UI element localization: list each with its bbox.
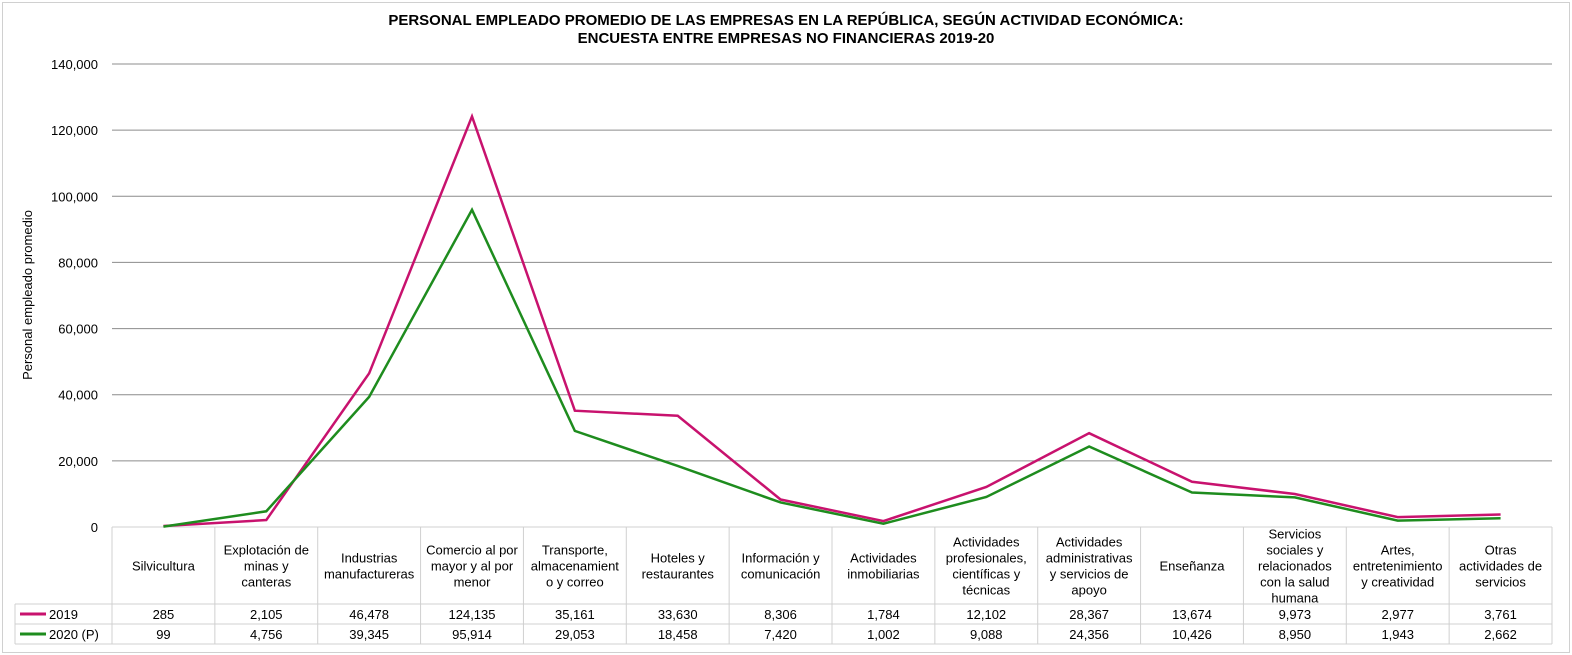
category-label: Artes, — [1381, 543, 1415, 558]
category-label: con la salud — [1260, 575, 1329, 590]
data-table-cell: 12,102 — [966, 607, 1006, 622]
category-label: apoyo — [1071, 583, 1106, 598]
category-label: sociales y — [1266, 543, 1324, 558]
data-table-cell: 10,426 — [1172, 627, 1212, 642]
y-tick-label: 40,000 — [58, 388, 98, 403]
data-table-cell: 124,135 — [449, 607, 496, 622]
category-label: actividades de — [1459, 559, 1542, 574]
y-tick-label: 140,000 — [51, 57, 98, 72]
y-tick-label: 0 — [91, 520, 98, 535]
category-label: Actividades — [850, 551, 917, 566]
data-table-cell: 1,002 — [867, 627, 900, 642]
data-table-cell: 99 — [156, 627, 170, 642]
category-label: canteras — [241, 575, 291, 590]
category-label: Actividades — [953, 535, 1020, 550]
category-label: comunicación — [741, 567, 821, 582]
category-label: Explotación de — [224, 543, 309, 558]
data-table-cell: 46,478 — [349, 607, 389, 622]
data-table-cell: 1,943 — [1381, 627, 1414, 642]
category-label: manufactureras — [324, 567, 415, 582]
category-label: técnicas — [962, 583, 1010, 598]
data-table-cell: 29,053 — [555, 627, 595, 642]
data-table-cell: 2,977 — [1381, 607, 1414, 622]
data-table-cell: 18,458 — [658, 627, 698, 642]
y-tick-label: 100,000 — [51, 189, 98, 204]
category-label: minas y — [244, 559, 289, 574]
data-table-cell: 8,306 — [764, 607, 797, 622]
data-table-cell: 4,756 — [250, 627, 283, 642]
data-table-cell: 9,088 — [970, 627, 1003, 642]
series-line-2020P — [163, 207, 1501, 528]
data-table-cell: 95,914 — [452, 627, 492, 642]
category-label: Industrias — [341, 551, 398, 566]
legend-label: 2020 (P) — [49, 627, 99, 642]
category-label: relacionados — [1258, 559, 1332, 574]
category-label: Servicios — [1268, 527, 1321, 542]
y-tick-label: 60,000 — [58, 322, 98, 337]
category-label: menor — [454, 575, 492, 590]
chart-title-line1: PERSONAL EMPLEADO PROMEDIO DE LAS EMPRES… — [388, 12, 1184, 29]
y-tick-label: 120,000 — [51, 123, 98, 138]
data-table-cell: 3,761 — [1484, 607, 1517, 622]
data-table-cell: 9,973 — [1279, 607, 1312, 622]
category-label: entretenimiento — [1353, 559, 1443, 574]
category-label: Otras — [1485, 543, 1517, 558]
y-tick-label: 80,000 — [58, 255, 98, 270]
legend-label: 2019 — [49, 607, 78, 622]
data-table-cell: 2,662 — [1484, 627, 1517, 642]
data-table-cell: 13,674 — [1172, 607, 1212, 622]
category-label: inmobiliarias — [847, 567, 920, 582]
category-label: administrativas — [1046, 551, 1133, 566]
category-label: y creatividad — [1361, 575, 1434, 590]
category-label: restaurantes — [642, 567, 715, 582]
category-label: y servicios de — [1050, 567, 1129, 582]
data-table-cell: 28,367 — [1069, 607, 1109, 622]
category-label: o y correo — [546, 575, 604, 590]
category-label: Silvicultura — [132, 559, 196, 574]
category-label: profesionales, — [946, 551, 1027, 566]
category-label: Transporte, — [542, 543, 608, 558]
category-label: Enseñanza — [1159, 559, 1225, 574]
category-label: Hoteles y — [651, 551, 706, 566]
category-label: humana — [1271, 591, 1319, 606]
category-label: almacenamient — [531, 559, 620, 574]
data-table-cell: 8,950 — [1279, 627, 1312, 642]
category-label: Información y — [742, 551, 821, 566]
data-table-cell: 24,356 — [1069, 627, 1109, 642]
data-table-cell: 7,420 — [764, 627, 797, 642]
chart-subtitle: ENCUESTA ENTRE EMPRESAS NO FINANCIERAS 2… — [577, 30, 995, 47]
data-table-cell: 39,345 — [349, 627, 389, 642]
data-table-cell: 285 — [153, 607, 175, 622]
data-table-cell: 33,630 — [658, 607, 698, 622]
data-table-cell: 1,784 — [867, 607, 900, 622]
category-label: Comercio al por — [426, 543, 518, 558]
series-line-2019 — [163, 112, 1501, 528]
category-label: Actividades — [1056, 535, 1123, 550]
data-table-cell: 35,161 — [555, 607, 595, 622]
chart-title: PERSONAL EMPLEADO PROMEDIO DE LAS EMPRES… — [0, 12, 1572, 48]
data-table-cell: 2,105 — [250, 607, 283, 622]
category-label: mayor y al por — [431, 559, 514, 574]
category-label: servicios — [1475, 575, 1526, 590]
y-tick-label: 20,000 — [58, 454, 98, 469]
category-label: científicas y — [952, 567, 1020, 582]
y-axis-label: Personal empleado promedio — [20, 210, 35, 380]
